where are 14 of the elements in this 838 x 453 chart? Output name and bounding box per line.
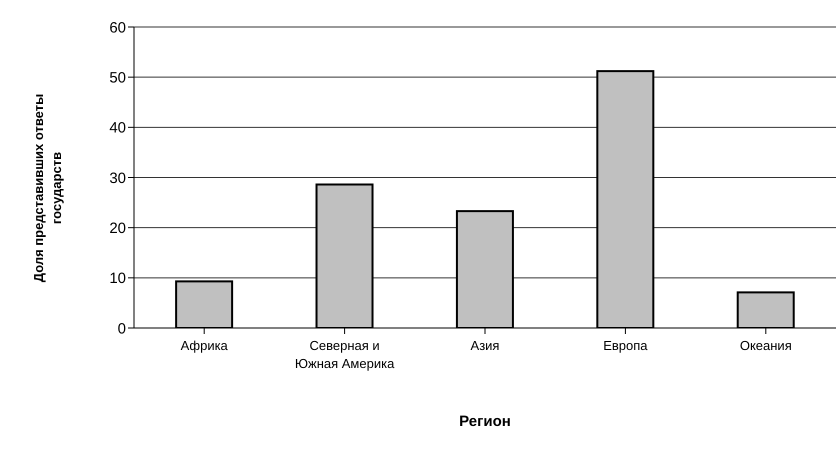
y-tick-label: 10 — [109, 270, 126, 288]
x-tick-label: Океания — [740, 338, 792, 353]
y-axis-title: Доля представивших ответы государств — [30, 93, 65, 282]
x-axis-title: Регион — [458, 413, 512, 430]
x-tick-label: Европа — [603, 338, 648, 353]
y-tick-label: 50 — [109, 69, 126, 86]
y-tick-label: 30 — [109, 170, 126, 187]
y-tick-label: 60 — [109, 19, 126, 36]
x-tick-label: Северная и Южная Америка — [294, 338, 396, 371]
y-tick-label: 0 — [118, 320, 126, 338]
y-tick-label: 20 — [109, 220, 126, 237]
x-tick-label: Африка — [180, 338, 229, 353]
y-tick-label: 40 — [109, 120, 126, 137]
x-tick-label: Азия — [470, 338, 500, 353]
